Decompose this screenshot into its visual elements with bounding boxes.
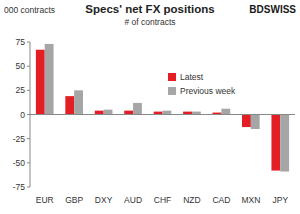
legend-swatch — [168, 87, 176, 95]
y-axis-label: 000 contracts — [4, 5, 55, 15]
bar — [36, 50, 45, 115]
bar — [163, 111, 172, 115]
zero-line — [30, 114, 295, 115]
y-tick — [27, 114, 30, 115]
logo: BDSWISS — [249, 4, 296, 15]
legend-label: Latest — [180, 72, 204, 82]
y-tick-label: 25 — [16, 85, 26, 95]
y-tick — [27, 138, 30, 139]
y-tick — [27, 90, 30, 91]
x-tick-label: AUD — [124, 195, 142, 205]
bar — [95, 111, 104, 115]
bar — [65, 96, 74, 114]
legend-swatch — [168, 73, 176, 81]
bar — [104, 110, 113, 115]
legend-label: Previous week — [180, 86, 236, 96]
subtitle: # of contracts — [124, 17, 175, 27]
x-tick-label: CHF — [154, 195, 171, 205]
bar — [242, 115, 251, 128]
x-tick-label: JPY — [272, 195, 288, 205]
x-tick-label: CAD — [212, 195, 230, 205]
x-tick-label: DXY — [95, 195, 113, 205]
bars — [36, 44, 289, 172]
x-tick-label: NZD — [183, 195, 200, 205]
bar — [271, 115, 280, 171]
y-tick — [27, 42, 30, 43]
bar — [74, 90, 83, 114]
y-tick-label: -50 — [13, 158, 26, 168]
bar — [45, 44, 54, 115]
y-tick — [27, 66, 30, 67]
y-tick-label: 75 — [16, 37, 26, 47]
y-tick-label: 50 — [16, 61, 26, 71]
bar — [124, 111, 133, 115]
chart: Specs' net FX positions# of contracts000… — [0, 0, 300, 214]
y-tick — [27, 162, 30, 163]
y-tick — [27, 187, 30, 188]
x-tick-label: EUR — [36, 195, 54, 205]
y-tick-label: 0 — [20, 110, 25, 120]
x-tick-label: GBP — [65, 195, 83, 205]
bar — [280, 115, 289, 172]
x-tick-label: MXN — [241, 195, 260, 205]
bar — [221, 109, 230, 115]
y-tick-label: -25 — [13, 134, 26, 144]
title: Specs' net FX positions — [85, 3, 214, 15]
bar — [251, 115, 260, 130]
bar — [133, 103, 142, 115]
y-tick-label: -75 — [13, 182, 26, 192]
